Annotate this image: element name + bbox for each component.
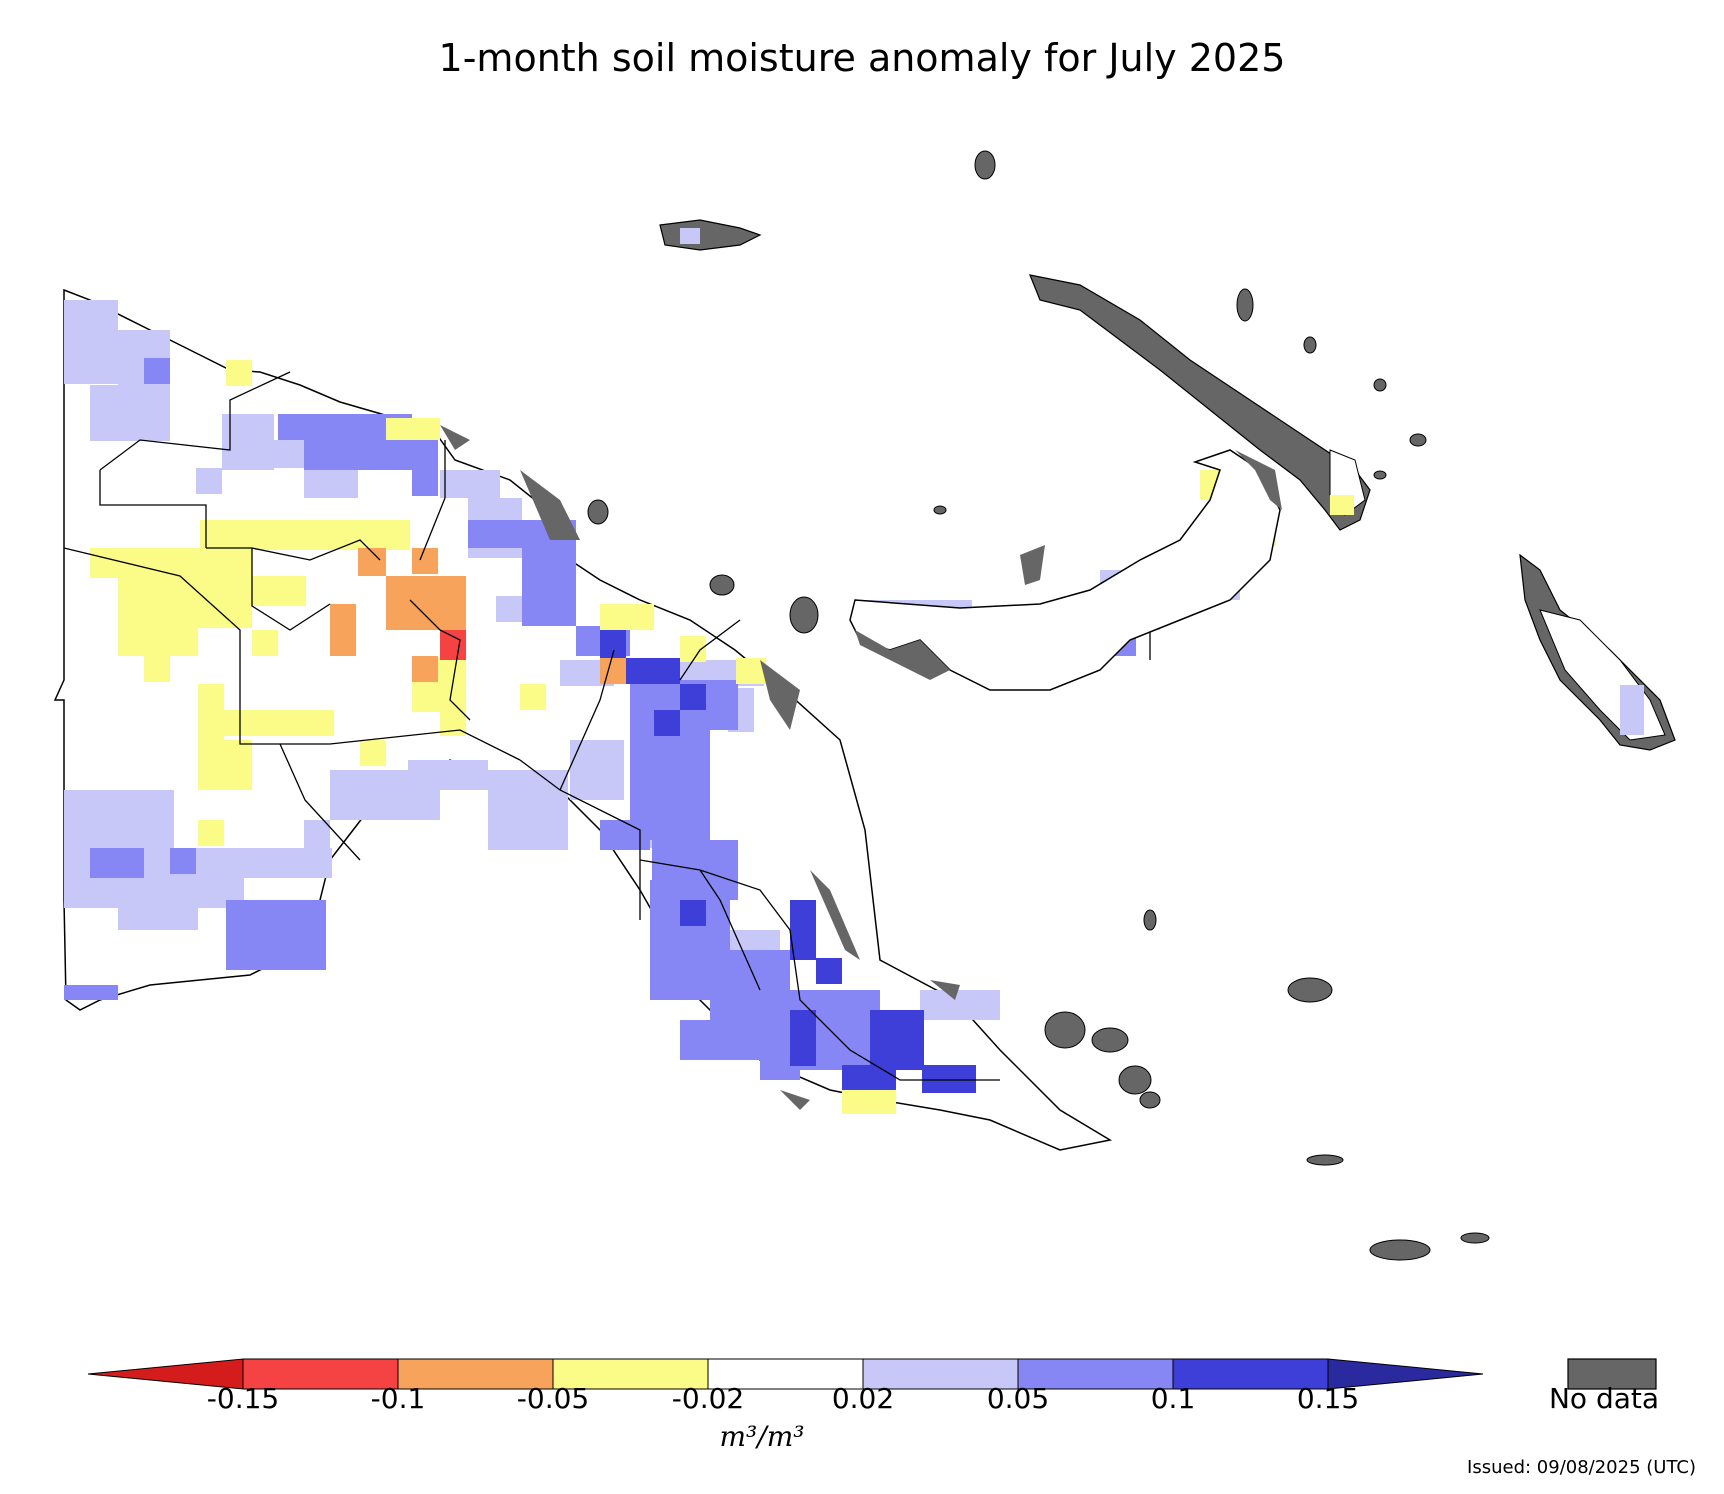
colorbar-bin-4	[707, 1358, 864, 1390]
issued-date: Issued: 09/08/2025 (UTC)	[1467, 1457, 1696, 1478]
anomaly-grid-strong-dry	[440, 630, 466, 660]
manus-island	[659, 219, 762, 251]
colorbar-tick-label: -0.05	[516, 1382, 590, 1415]
colorbar-bin-5	[862, 1358, 1019, 1390]
colorbar-tick-label: -0.02	[671, 1382, 745, 1415]
new-britain-island	[849, 449, 1282, 691]
colorbar-unit-label: m³/m³	[719, 1420, 805, 1453]
colorbar-tick-label: 0.02	[831, 1382, 895, 1415]
colorbar-tick-label: 0.1	[1150, 1382, 1196, 1415]
colorbar-bin-3	[552, 1358, 709, 1390]
colorbar-bin-7	[1172, 1358, 1329, 1390]
bougainville-island	[1519, 553, 1676, 751]
colorbar-tick-label: -0.15	[206, 1382, 280, 1415]
small-islands	[587, 150, 1490, 1261]
colorbar-extend-high	[1327, 1358, 1484, 1390]
nodata-label: No data	[1548, 1382, 1660, 1415]
new-ireland-island	[1029, 274, 1371, 531]
colorbar	[87, 1358, 1484, 1390]
colorbar-tick-label: 0.15	[1296, 1382, 1360, 1415]
colorbar-tick-label: -0.1	[370, 1382, 426, 1415]
map-title: 1-month soil moisture anomaly for July 2…	[438, 36, 1286, 80]
colorbar-tick-label: 0.05	[986, 1382, 1050, 1415]
colorbar-bin-2	[397, 1358, 554, 1390]
mainland-nodata-fringes	[440, 425, 960, 1110]
nodata-swatch	[1567, 1358, 1657, 1390]
